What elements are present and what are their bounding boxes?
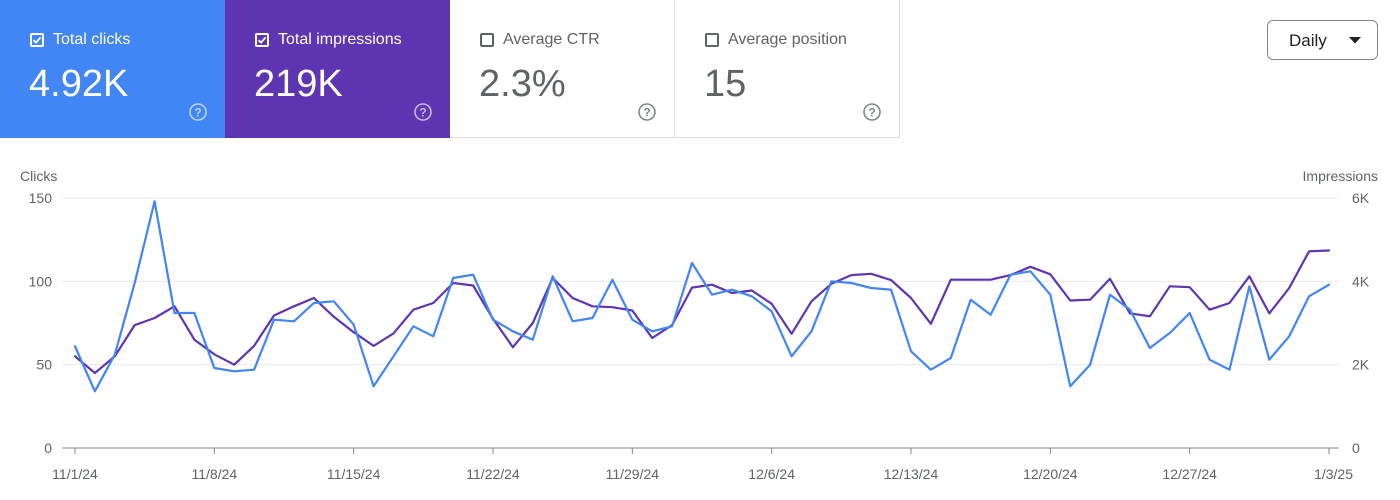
gridlines xyxy=(62,197,1339,449)
right-tick-label: 0 xyxy=(1352,440,1360,456)
x-tick-label: 12/27/24 xyxy=(1162,466,1217,482)
checkbox-unchecked-icon[interactable] xyxy=(480,33,494,47)
granularity-value: Daily xyxy=(1289,31,1327,50)
right-tick-label: 2K xyxy=(1352,357,1370,373)
x-tick-label: 12/13/24 xyxy=(884,466,939,482)
card-label: Total impressions xyxy=(278,31,402,48)
left-tick-label: 50 xyxy=(36,357,52,373)
svg-text:?: ? xyxy=(868,106,875,120)
caret-down-icon xyxy=(1349,37,1361,44)
right-axis-title: Impressions xyxy=(1303,168,1378,184)
left-tick-label: 100 xyxy=(29,273,53,289)
left-tick-label: 0 xyxy=(44,440,52,456)
card-label: Average position xyxy=(728,31,847,48)
granularity-dropdown[interactable]: Daily xyxy=(1267,20,1378,60)
card-label: Total clicks xyxy=(53,31,131,48)
help-icon[interactable]: ? xyxy=(413,102,433,122)
card-value: 219K xyxy=(254,63,343,105)
x-tick-label: 11/29/24 xyxy=(606,466,660,482)
card-header: Total clicks xyxy=(30,31,130,49)
total-impressions-card[interactable]: Total impressions 219K ? xyxy=(225,0,450,138)
card-value: 15 xyxy=(704,63,747,105)
card-header: Average CTR xyxy=(480,31,600,49)
svg-text:?: ? xyxy=(643,106,650,120)
card-value: 4.92K xyxy=(29,63,129,105)
svg-text:?: ? xyxy=(194,106,201,120)
clicks-series-line xyxy=(73,200,1331,393)
x-tick-label: 12/20/24 xyxy=(1023,466,1078,482)
series-lines xyxy=(73,200,1331,393)
x-tick-label: 1/3/25 xyxy=(1314,466,1353,482)
checkbox-checked-icon[interactable] xyxy=(30,33,44,47)
help-icon[interactable]: ? xyxy=(862,102,882,122)
card-header: Total impressions xyxy=(255,31,402,49)
right-tick-label: 4K xyxy=(1352,273,1370,289)
checkbox-unchecked-icon[interactable] xyxy=(705,33,719,47)
x-tick-label: 11/22/24 xyxy=(466,466,520,482)
left-tick-label: 150 xyxy=(29,190,53,206)
x-tick-label: 11/1/24 xyxy=(52,466,98,482)
help-icon[interactable]: ? xyxy=(637,102,657,122)
right-tick-label: 6K xyxy=(1352,190,1370,206)
x-tick-label: 12/6/24 xyxy=(748,466,795,482)
x-tick-label: 11/8/24 xyxy=(191,466,237,482)
card-value: 2.3% xyxy=(479,63,566,105)
help-icon[interactable]: ? xyxy=(188,102,208,122)
svg-text:?: ? xyxy=(419,106,426,120)
total-clicks-card[interactable]: Total clicks 4.92K ? xyxy=(0,0,225,138)
x-tick-label: 11/15/24 xyxy=(327,466,381,482)
x-axis-ticks: 11/1/24 11/8/24 11/15/24 11/22/24 11/29/24 12… xyxy=(52,448,1353,482)
card-label: Average CTR xyxy=(503,31,600,48)
checkbox-checked-icon[interactable] xyxy=(255,33,269,47)
card-header: Average position xyxy=(705,31,847,49)
average-ctr-card[interactable]: Average CTR 2.3% ? xyxy=(450,0,675,138)
left-axis-ticks: 0 50 100 150 xyxy=(29,190,53,456)
metric-cards: Total clicks 4.92K ? Total impressions 2… xyxy=(0,0,900,138)
average-position-card[interactable]: Average position 15 ? xyxy=(675,0,900,138)
right-axis-ticks: 0 2K 4K 6K xyxy=(1352,190,1370,456)
left-axis-title: Clicks xyxy=(20,168,57,184)
impressions-series-line xyxy=(73,249,1331,375)
